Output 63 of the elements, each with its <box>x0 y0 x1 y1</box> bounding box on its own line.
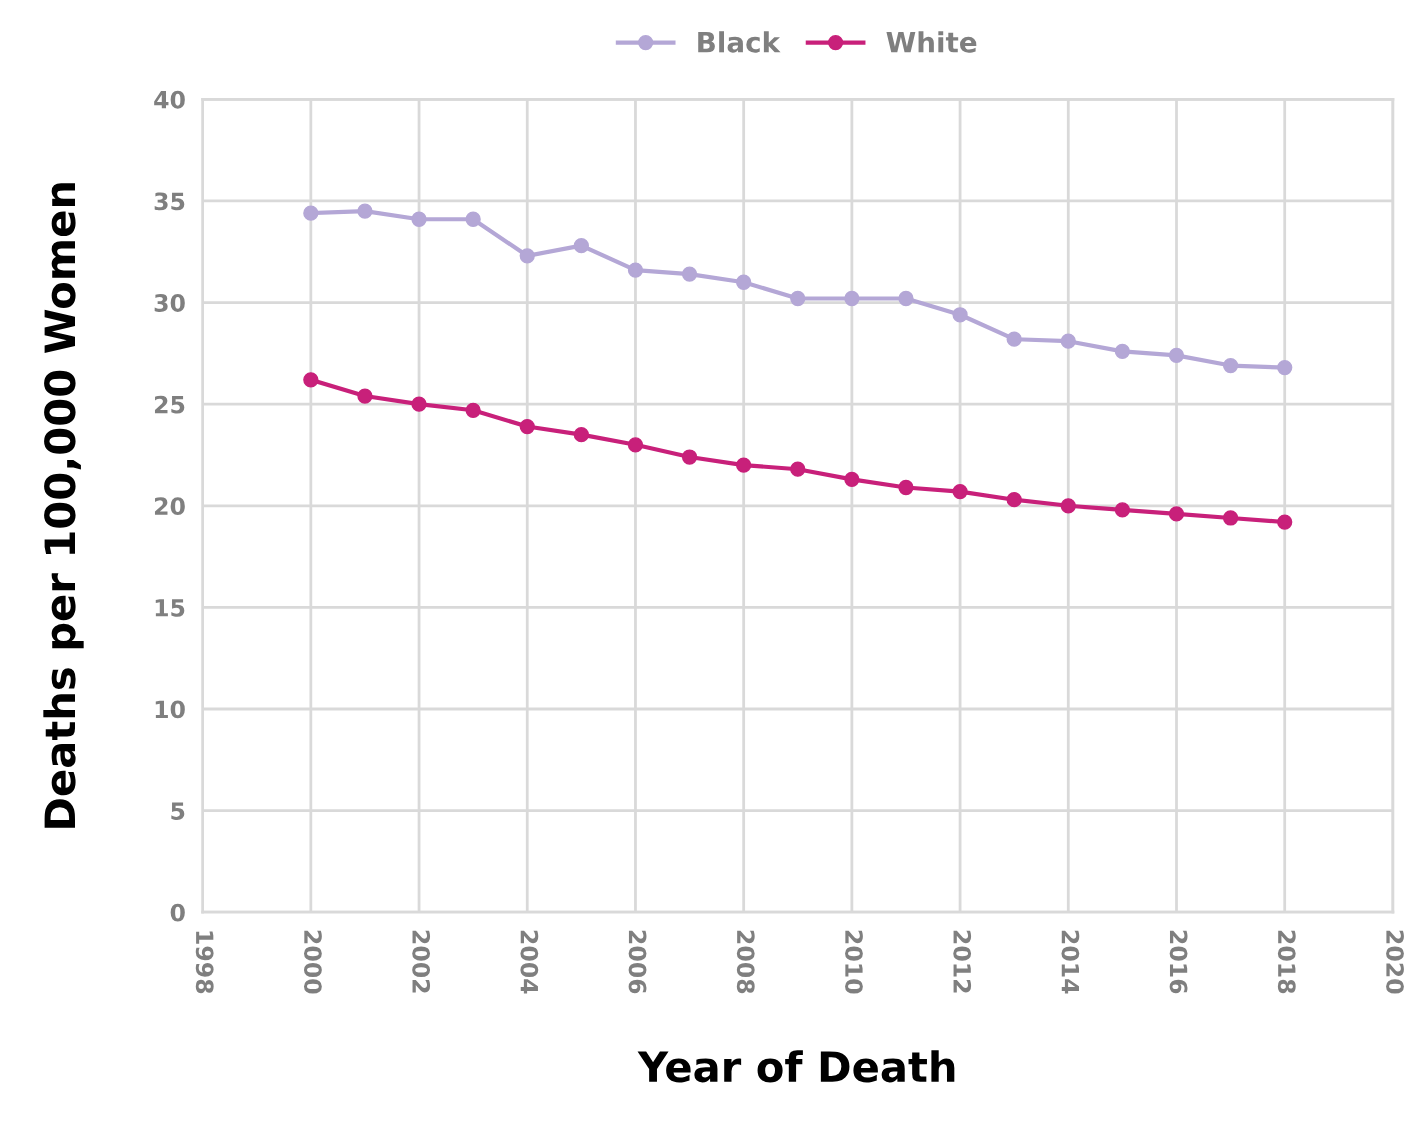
legend-label: White <box>886 31 977 53</box>
x-tick-label: 2018 <box>1277 930 1296 994</box>
y-tick-label: 30 <box>154 294 185 312</box>
point <box>1114 343 1131 359</box>
point <box>1168 506 1185 522</box>
point <box>1006 331 1022 347</box>
point <box>844 290 860 307</box>
x-tick-label: 2004 <box>520 930 539 994</box>
x-tick-label: 2020 <box>1386 930 1404 994</box>
point <box>465 402 481 418</box>
point <box>844 471 860 488</box>
y-tick-label: 0 <box>170 903 185 922</box>
point <box>519 248 535 264</box>
x-tick-label: 2008 <box>736 930 755 994</box>
point <box>411 211 427 227</box>
x-tick-label: 2014 <box>1061 930 1080 994</box>
point <box>1060 498 1076 514</box>
y-tick-label: 25 <box>154 395 185 414</box>
point <box>1222 357 1239 374</box>
point <box>952 483 968 500</box>
point <box>790 290 806 307</box>
point <box>898 479 914 496</box>
point <box>1114 502 1131 518</box>
point <box>1060 333 1076 349</box>
x-tick-label: 1998 <box>195 931 214 994</box>
x-tick-label: 2000 <box>303 930 322 994</box>
point <box>681 449 698 465</box>
point <box>1222 510 1239 526</box>
x-tick-label: 2012 <box>953 930 972 993</box>
point <box>1277 359 1293 376</box>
point <box>627 437 644 453</box>
point <box>573 427 589 443</box>
x-tick-label: 2006 <box>628 930 647 994</box>
point <box>736 457 752 473</box>
point <box>411 396 427 412</box>
point <box>790 461 806 477</box>
y-tick-label: 35 <box>154 192 185 211</box>
point <box>303 205 319 221</box>
y-tick-label: 20 <box>154 497 185 516</box>
point <box>357 203 373 219</box>
y-tick-label: 5 <box>171 802 185 820</box>
point <box>952 307 968 323</box>
legend-label: Black <box>698 31 781 53</box>
point <box>898 290 914 307</box>
point <box>1277 514 1293 530</box>
point <box>573 238 589 254</box>
point <box>627 262 644 278</box>
point <box>736 274 752 290</box>
y-tick-label: 40 <box>154 90 185 109</box>
x-tick-label: 2016 <box>1169 930 1188 994</box>
point <box>519 418 535 435</box>
y-axis-title: Deaths per 100,000 Women <box>43 183 84 828</box>
x-tick-label: 2010 <box>845 930 863 994</box>
point <box>357 388 373 404</box>
x-axis-title: Year of Death <box>637 1050 955 1083</box>
point <box>1168 347 1185 364</box>
point <box>303 372 319 388</box>
point <box>681 266 698 282</box>
y-tick-label: 10 <box>155 700 185 719</box>
x-tick-label: 2002 <box>412 930 431 993</box>
point <box>465 211 481 227</box>
point <box>1006 492 1022 508</box>
y-tick-label: 15 <box>155 599 185 617</box>
